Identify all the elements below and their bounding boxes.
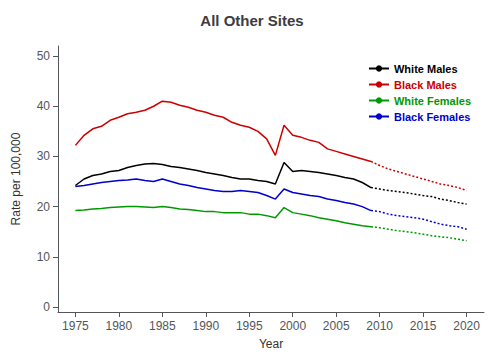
svg-text:White Males: White Males [394,63,458,75]
svg-text:0: 0 [43,300,50,314]
svg-text:50: 50 [37,49,51,63]
svg-text:2010: 2010 [366,319,393,333]
svg-text:All Other Sites: All Other Sites [200,12,303,29]
svg-text:2015: 2015 [410,319,437,333]
svg-text:2005: 2005 [323,319,350,333]
svg-text:1980: 1980 [106,319,133,333]
svg-text:10: 10 [37,250,51,264]
svg-text:Black Females: Black Females [394,111,470,123]
svg-text:Rate per 100,000: Rate per 100,000 [9,132,23,225]
svg-text:1995: 1995 [236,319,263,333]
svg-text:Black Males: Black Males [394,79,457,91]
svg-text:2020: 2020 [453,319,480,333]
svg-text:20: 20 [37,200,51,214]
svg-text:Year: Year [259,337,283,351]
svg-text:1985: 1985 [149,319,176,333]
svg-text:40: 40 [37,99,51,113]
svg-text:30: 30 [37,149,51,163]
svg-text:2000: 2000 [279,319,306,333]
svg-text:1975: 1975 [62,319,89,333]
svg-text:White Females: White Females [394,95,471,107]
svg-text:1990: 1990 [192,319,219,333]
